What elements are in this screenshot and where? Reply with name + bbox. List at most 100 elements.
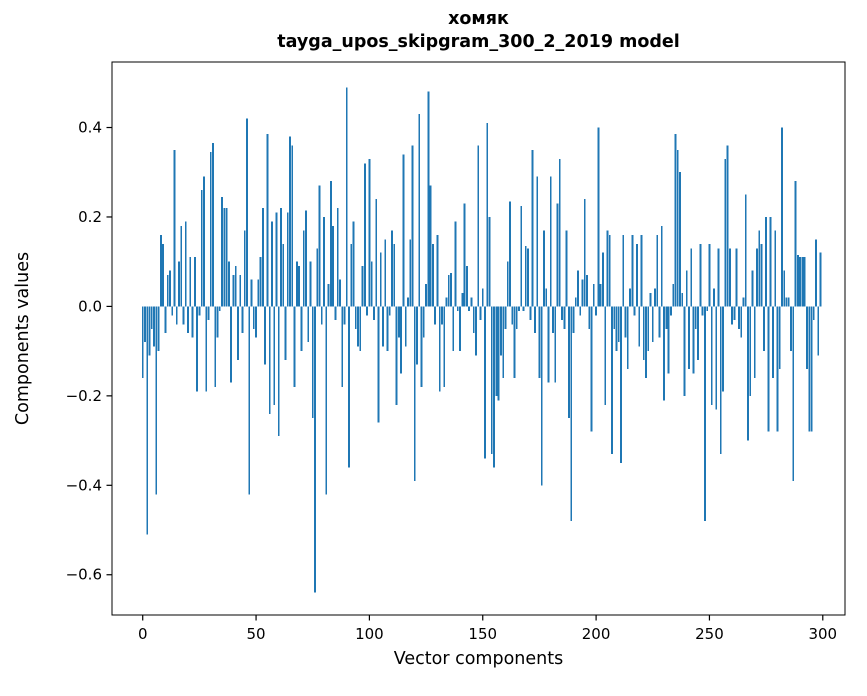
bar — [649, 292, 652, 307]
x-tick-label: 300 — [808, 625, 837, 643]
bar — [368, 158, 371, 307]
bar — [583, 199, 586, 307]
bar — [234, 266, 237, 307]
bar — [450, 272, 452, 307]
bar — [595, 306, 597, 316]
bar — [769, 216, 772, 307]
bar — [465, 266, 468, 307]
bar — [375, 199, 378, 307]
bar — [225, 208, 228, 307]
bar — [409, 239, 412, 307]
bar — [774, 230, 777, 307]
bar — [445, 297, 448, 307]
bar — [411, 145, 414, 307]
bar — [497, 306, 500, 401]
bar — [815, 239, 817, 307]
bar — [252, 306, 255, 329]
bar — [660, 225, 663, 307]
bar — [574, 297, 577, 307]
bar — [772, 306, 774, 378]
bar — [765, 216, 768, 307]
bar — [710, 306, 713, 405]
bar — [200, 190, 203, 307]
bar — [221, 196, 223, 307]
bar — [735, 248, 738, 307]
bar — [620, 306, 622, 463]
bar — [205, 306, 208, 392]
bar — [572, 306, 575, 334]
bar — [144, 306, 146, 343]
bar — [191, 306, 194, 338]
bar — [146, 306, 149, 535]
bar — [255, 306, 257, 338]
bar — [751, 270, 754, 307]
bar — [477, 145, 480, 307]
bar — [488, 216, 491, 307]
bar — [518, 306, 520, 311]
bar — [781, 127, 783, 307]
bar — [470, 297, 473, 307]
bar — [309, 261, 312, 307]
bar — [642, 306, 645, 361]
bar — [384, 239, 387, 307]
bar — [706, 306, 709, 311]
bar — [670, 306, 672, 316]
bar — [699, 243, 702, 307]
bar — [447, 275, 450, 307]
bar — [341, 306, 344, 387]
bar — [783, 270, 786, 307]
bar — [552, 306, 554, 334]
bar — [601, 252, 604, 307]
y-tick-label: −0.4 — [66, 476, 102, 494]
bar — [624, 306, 627, 338]
bar — [529, 306, 532, 320]
bar — [357, 306, 359, 347]
bar — [266, 134, 269, 307]
bar — [339, 279, 341, 307]
bar — [271, 221, 273, 307]
bar — [806, 306, 808, 370]
bar — [604, 306, 607, 405]
bar — [216, 306, 219, 338]
bar — [801, 257, 804, 307]
bar — [354, 306, 357, 329]
bar — [230, 306, 233, 383]
x-axis-label: Vector components — [394, 649, 563, 669]
bar — [386, 306, 389, 352]
bar — [785, 297, 788, 307]
bar — [227, 261, 230, 307]
bar — [565, 230, 568, 307]
bar — [425, 284, 427, 307]
bar — [218, 306, 221, 311]
bar — [740, 306, 743, 338]
bar — [250, 279, 253, 307]
bar — [320, 306, 323, 325]
bar — [241, 306, 244, 334]
bar — [438, 306, 441, 392]
x-tick-label: 0 — [138, 625, 148, 643]
bar — [685, 270, 688, 307]
bar — [645, 306, 647, 378]
bar — [436, 234, 439, 307]
bar — [524, 246, 527, 307]
bar — [792, 306, 795, 481]
bar — [461, 292, 464, 307]
bar — [180, 225, 183, 307]
bar — [441, 306, 443, 325]
bar — [506, 261, 509, 307]
bar — [577, 270, 579, 307]
bar — [694, 306, 697, 329]
bar — [799, 257, 802, 307]
bar — [348, 306, 350, 468]
bar — [472, 306, 475, 334]
bar — [631, 234, 634, 307]
bar — [427, 91, 430, 307]
bar — [323, 216, 325, 307]
bar — [812, 306, 815, 320]
bar — [443, 306, 446, 387]
y-tick-label: 0.2 — [78, 208, 102, 226]
bar — [157, 306, 160, 352]
bar — [171, 306, 174, 316]
bar — [268, 306, 271, 414]
y-tick-label: −0.6 — [66, 566, 102, 584]
